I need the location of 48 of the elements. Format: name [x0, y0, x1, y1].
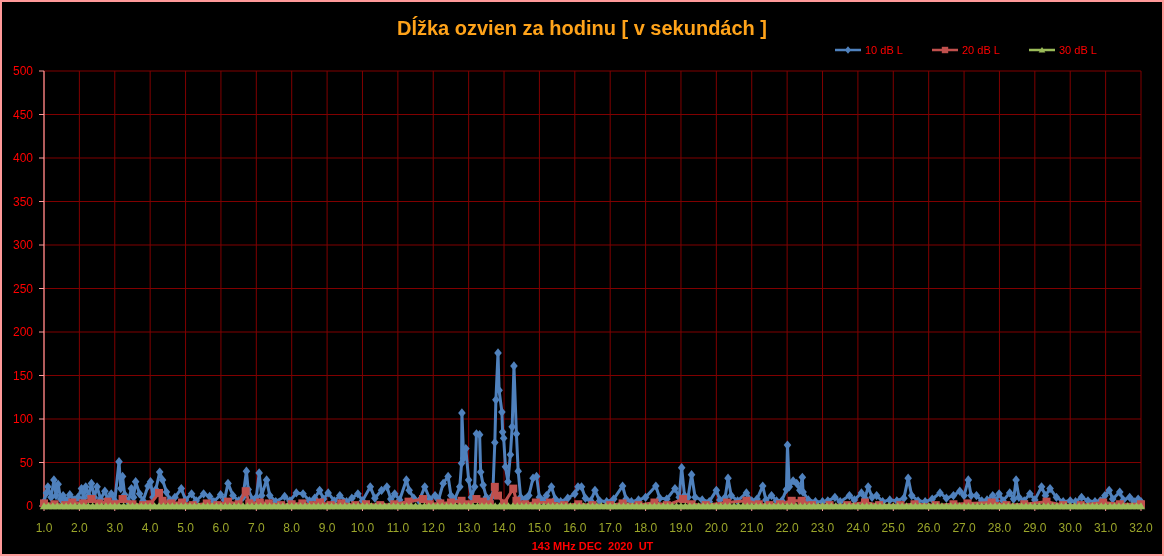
y-tick-label: 50	[19, 455, 34, 470]
x-tick-label: 7.0	[247, 521, 265, 535]
y-tick-label: 150	[12, 368, 34, 383]
x-tick-label: 22.0	[775, 521, 800, 535]
x-tick-label: 15.0	[527, 521, 552, 535]
y-tick-label: 200	[12, 325, 34, 339]
y-tick-label: 100	[12, 412, 34, 426]
x-tick-label: 23.0	[810, 521, 835, 535]
x-tick-label: 30.0	[1058, 521, 1083, 535]
x-tick-label: 10.0	[350, 521, 375, 535]
x-tick-label: 12.0	[421, 521, 446, 535]
x-tick-label: 26.0	[917, 521, 941, 535]
x-tick-label: 32.0	[1129, 521, 1153, 535]
x-tick-label: 25.0	[881, 521, 906, 535]
x-tick-label: 24.0	[846, 521, 870, 535]
x-tick-label: 14.0	[492, 521, 517, 535]
x-tick-label: 4.0	[141, 521, 159, 535]
y-tick-label: 0	[26, 499, 34, 513]
x-tick-label: 2.0	[71, 521, 89, 535]
x-tick-label: 13.0	[456, 521, 481, 535]
chart-title: Dĺžka ozvien za hodinu [ v sekundách ]	[396, 16, 768, 39]
legend-label: 30 dB L	[1059, 44, 1097, 56]
x-tick-label: 8.0	[283, 521, 301, 535]
x-tick-label: 27.0	[952, 521, 977, 535]
y-tick-label: 300	[12, 238, 34, 252]
x-axis-title: 143 MHz DEC 2020 UT	[531, 540, 654, 552]
x-tick-label: 28.0	[987, 521, 1012, 535]
x-tick-label: 9.0	[318, 521, 336, 535]
y-tick-label: 500	[12, 64, 34, 78]
y-tick-label: 350	[12, 194, 34, 209]
x-tick-label: 17.0	[598, 521, 623, 535]
x-tick-label: 3.0	[106, 521, 124, 535]
x-tick-label: 18.0	[633, 521, 658, 535]
x-tick-label: 19.0	[669, 521, 693, 535]
x-tick-label: 16.0	[563, 521, 587, 535]
x-tick-label: 1.0	[35, 521, 53, 535]
x-tick-label: 11.0	[386, 521, 410, 535]
x-tick-label: 20.0	[704, 521, 729, 535]
x-tick-label: 21.0	[740, 521, 764, 535]
y-tick-label: 250	[12, 281, 34, 296]
y-tick-label: 450	[12, 107, 34, 122]
x-tick-label: 5.0	[177, 521, 195, 535]
x-tick-label: 31.0	[1093, 521, 1118, 535]
legend-label: 10 dB L	[865, 44, 903, 56]
x-tick-label: 29.0	[1023, 521, 1047, 535]
y-tick-label: 400	[12, 151, 34, 165]
x-tick-label: 6.0	[212, 521, 230, 535]
legend-label: 20 dB L	[962, 44, 1000, 56]
